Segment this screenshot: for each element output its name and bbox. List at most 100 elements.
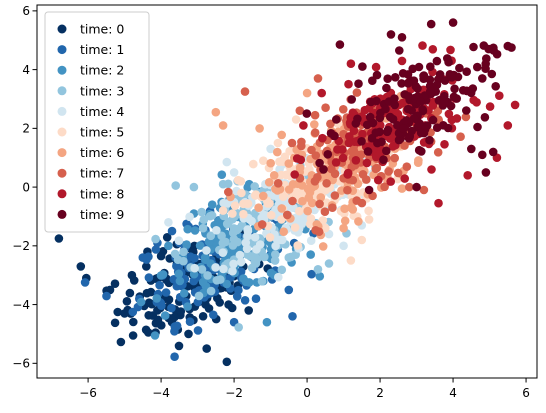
data-point — [488, 147, 498, 157]
legend-label: time: 9 — [80, 207, 124, 222]
data-point — [347, 95, 357, 104]
data-point — [307, 269, 316, 279]
data-point — [234, 323, 243, 332]
data-point — [284, 285, 294, 295]
legend: time: 0 time: 1 time: 2 time: 3 time: 4 time:… — [44, 11, 150, 233]
data-point — [283, 210, 292, 220]
data-point — [295, 106, 305, 115]
data-point — [267, 210, 276, 220]
data-point — [257, 220, 267, 229]
data-point — [444, 109, 454, 119]
data-point — [184, 329, 193, 339]
data-point — [299, 121, 308, 130]
legend-marker — [57, 45, 67, 55]
data-point — [416, 128, 426, 138]
data-point — [211, 263, 220, 272]
data-point — [462, 106, 471, 115]
data-point — [251, 259, 261, 268]
data-point — [384, 167, 393, 176]
data-point — [419, 71, 429, 80]
data-point — [317, 88, 327, 98]
data-point — [462, 67, 472, 76]
data-point — [485, 102, 495, 111]
data-point — [469, 42, 478, 52]
data-point — [269, 171, 279, 180]
x-axis: −6 −4 −2 0 2 4 6 — [79, 378, 530, 400]
data-point — [385, 112, 395, 122]
data-point — [185, 317, 195, 327]
data-point — [322, 179, 331, 188]
data-point — [402, 162, 412, 171]
data-point — [241, 238, 251, 247]
data-point — [182, 240, 191, 249]
data-point — [364, 206, 373, 216]
data-point — [233, 175, 243, 185]
x-tick-label: −6 — [79, 386, 97, 400]
data-point — [303, 206, 313, 216]
data-point — [240, 87, 250, 96]
data-point — [372, 163, 382, 173]
data-point — [405, 182, 414, 192]
data-point — [199, 215, 209, 224]
legend-label: time: 6 — [80, 145, 124, 160]
data-point — [212, 276, 222, 285]
data-point — [197, 265, 207, 274]
data-point — [287, 138, 297, 148]
data-point — [221, 237, 230, 247]
y-tick-label: −4 — [12, 298, 30, 312]
legend-marker — [57, 148, 67, 158]
data-point — [218, 121, 228, 130]
data-point — [213, 293, 222, 303]
data-point — [252, 245, 261, 254]
data-point — [250, 232, 260, 242]
data-point — [453, 72, 463, 82]
legend-marker — [57, 209, 67, 219]
data-point — [310, 110, 320, 120]
data-point — [237, 188, 246, 198]
data-point — [390, 100, 400, 110]
data-point — [452, 114, 462, 123]
data-point — [185, 212, 194, 222]
data-point — [404, 134, 414, 143]
data-point — [277, 265, 287, 275]
data-point — [265, 233, 275, 242]
data-point — [205, 211, 215, 221]
data-point — [403, 104, 413, 114]
legend-label: time: 0 — [80, 22, 124, 37]
y-tick-label: −2 — [12, 239, 30, 253]
data-point — [397, 33, 407, 42]
data-point — [290, 223, 300, 232]
data-point — [271, 241, 280, 251]
data-point — [195, 241, 205, 250]
data-point — [202, 246, 211, 255]
series-9 — [302, 18, 516, 195]
data-point — [222, 279, 232, 289]
data-point — [364, 185, 374, 195]
data-point — [343, 185, 352, 195]
data-point — [293, 241, 303, 250]
data-point — [331, 158, 341, 167]
data-point — [326, 129, 336, 138]
data-point — [307, 198, 317, 208]
data-point — [229, 235, 239, 244]
data-point — [211, 107, 221, 117]
data-point — [461, 112, 471, 122]
data-point — [321, 103, 330, 112]
data-point — [339, 223, 348, 233]
data-point — [298, 196, 307, 206]
data-point — [206, 231, 216, 241]
data-point — [217, 170, 227, 179]
data-point — [353, 114, 362, 124]
data-point — [335, 40, 345, 49]
data-point — [503, 121, 513, 130]
data-point — [393, 168, 403, 178]
data-point — [346, 203, 356, 212]
data-point — [209, 310, 218, 320]
data-point — [347, 147, 357, 156]
data-point — [142, 288, 152, 298]
data-point — [349, 126, 359, 135]
legend-label: time: 3 — [80, 83, 124, 98]
data-point — [224, 187, 233, 197]
data-point — [403, 79, 413, 88]
data-point — [417, 147, 426, 156]
